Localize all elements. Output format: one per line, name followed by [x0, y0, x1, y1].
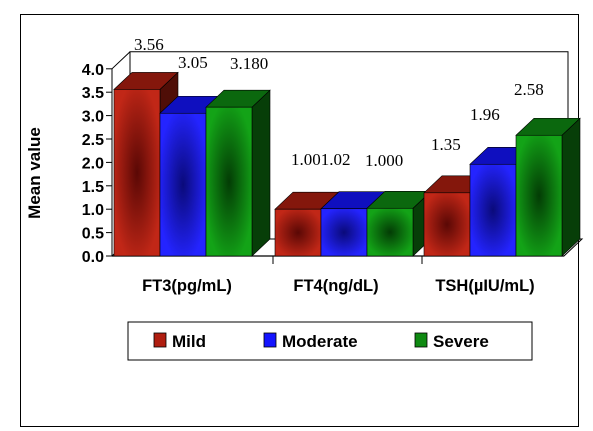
- bar-severe-2: [515, 117, 581, 257]
- data-label: 3.56: [134, 35, 164, 54]
- x-tick-label: TSH(µIU/mL): [435, 277, 534, 295]
- y-tick-label: 1.0: [82, 202, 104, 219]
- bar-severe-1: [366, 190, 432, 257]
- legend-swatch: [414, 332, 428, 348]
- y-tick-label: 2.5: [82, 132, 104, 149]
- y-tick-label: 2.0: [82, 155, 104, 172]
- data-label: 2.58: [514, 80, 544, 99]
- legend-label: Severe: [433, 332, 489, 351]
- legend-swatch: [263, 332, 277, 348]
- legend-swatch: [153, 332, 167, 348]
- y-tick-label: 4.0: [82, 62, 104, 79]
- legend-item-mild: Mild: [153, 332, 206, 351]
- y-tick-label: 1.5: [82, 179, 104, 196]
- y-tick-label: 0.0: [82, 249, 104, 266]
- legend-label: Mild: [172, 332, 206, 351]
- x-tick-label: FT4(ng/dL): [293, 277, 378, 295]
- y-tick-label: 3.0: [82, 109, 104, 126]
- data-label: 1.000: [365, 151, 403, 170]
- bar-mild-1: [274, 191, 340, 257]
- legend-label: Moderate: [282, 332, 358, 351]
- data-label: 3.180: [230, 54, 268, 73]
- y-axis-label: Mean value: [25, 127, 44, 219]
- legend-box: [127, 321, 533, 361]
- y-tick-label: 0.5: [82, 226, 104, 243]
- y-tick-label: 3.5: [82, 85, 104, 102]
- legend-item-severe: Severe: [414, 332, 489, 351]
- data-label: 3.05: [178, 53, 208, 72]
- x-tick-label: FT3(pg/mL): [142, 277, 232, 295]
- bar-severe-0: [205, 89, 271, 257]
- legend-item-moderate: Moderate: [263, 332, 358, 351]
- data-label: 1.96: [470, 105, 500, 124]
- data-label: 1.35: [431, 135, 461, 154]
- data-label: 1.001.02: [291, 150, 351, 169]
